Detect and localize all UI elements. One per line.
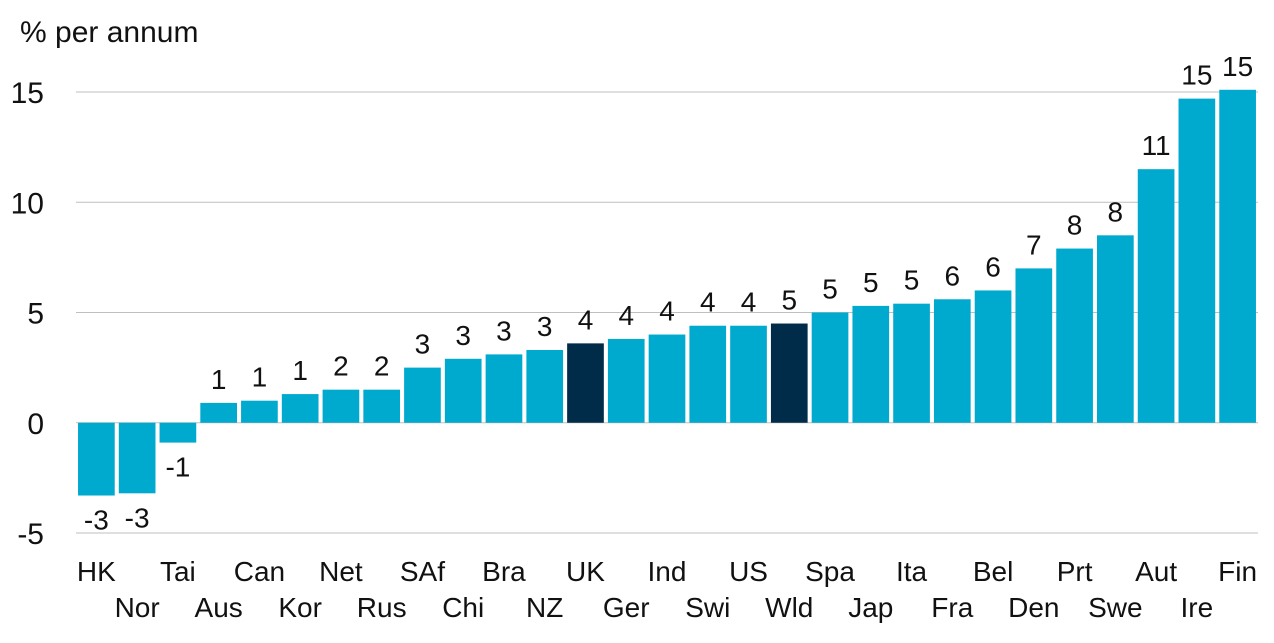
y-tick-label: -5 — [17, 518, 44, 551]
y-tick-label: 10 — [11, 187, 44, 220]
data-label-ita: 5 — [904, 265, 920, 296]
bar-bra — [485, 354, 523, 423]
bar-aut — [1137, 169, 1175, 423]
data-label-swi: 4 — [700, 287, 716, 318]
bar-chi — [444, 358, 482, 423]
data-label-chi: 3 — [455, 320, 471, 351]
y-axis-label: % per annum — [20, 16, 198, 49]
bar-jap — [852, 305, 890, 423]
category-label-us: US — [729, 556, 768, 587]
data-label-ger: 4 — [618, 300, 634, 331]
y-tick-label: 5 — [27, 298, 44, 331]
data-label-us: 4 — [741, 287, 757, 318]
category-label-ger: Ger — [603, 592, 650, 623]
data-label-nor: -3 — [125, 502, 150, 533]
data-label-ind: 4 — [659, 296, 675, 327]
y-tick-label: 15 — [11, 77, 44, 110]
category-label-rus: Rus — [357, 592, 407, 623]
category-label-ita: Ita — [896, 556, 928, 587]
data-label-fra: 6 — [945, 260, 961, 291]
category-label-wld: Wld — [765, 592, 813, 623]
category-label-fin: Fin — [1218, 556, 1257, 587]
category-label-nor: Nor — [115, 592, 160, 623]
data-label-jap: 5 — [863, 267, 879, 298]
bar-saf — [404, 367, 441, 423]
category-label-tai: Tai — [160, 556, 196, 587]
data-label-wld: 5 — [781, 285, 797, 316]
category-label-kor: Kor — [278, 592, 322, 623]
bar-us — [730, 325, 767, 423]
category-label-spa: Spa — [805, 556, 855, 587]
category-label-den: Den — [1008, 592, 1059, 623]
bar-swe — [1097, 235, 1134, 423]
bar-nz — [526, 349, 564, 423]
bar-ger — [607, 338, 645, 423]
bar-spa — [811, 312, 849, 423]
bar-fra — [933, 299, 971, 423]
bar-hk — [78, 422, 115, 496]
data-label-hk: -3 — [84, 505, 109, 536]
bar-nor — [118, 422, 156, 494]
bar-tai — [159, 422, 197, 443]
data-label-spa: 5 — [822, 274, 838, 305]
category-label-hk: HK — [77, 556, 116, 587]
data-label-ire: 15 — [1181, 60, 1212, 91]
category-label-nz: NZ — [526, 592, 563, 623]
bar-kor — [281, 394, 319, 423]
bar-can — [241, 400, 278, 423]
data-label-aut: 11 — [1142, 130, 1171, 161]
bar-prt — [1056, 248, 1093, 423]
category-label-bel: Bel — [973, 556, 1013, 587]
bar-bel — [974, 290, 1012, 423]
category-label-fra: Fra — [931, 592, 973, 623]
data-label-rus: 2 — [374, 351, 390, 382]
data-label-uk: 4 — [578, 304, 594, 335]
bar-uk — [567, 343, 604, 423]
category-label-chi: Chi — [442, 592, 484, 623]
bar-ire — [1178, 98, 1216, 423]
bar-ita — [893, 303, 930, 423]
data-label-fin: 15 — [1222, 51, 1253, 82]
y-tick-label: 0 — [27, 408, 44, 441]
data-label-bel: 6 — [985, 251, 1001, 282]
category-label-can: Can — [234, 556, 285, 587]
bar-den — [1015, 268, 1053, 423]
category-label-ire: Ire — [1181, 592, 1214, 623]
bar-wld — [770, 323, 808, 423]
data-label-aus: 1 — [211, 364, 227, 395]
category-label-swi: Swi — [685, 592, 730, 623]
data-label-bra: 3 — [496, 315, 512, 346]
bar-net — [322, 389, 360, 423]
category-label-ind: Ind — [648, 556, 687, 587]
category-label-saf: SAf — [400, 556, 445, 587]
data-label-prt: 8 — [1067, 210, 1083, 241]
category-label-uk: UK — [566, 556, 605, 587]
y-tick-labels: -5 0 5 10 15 — [11, 77, 44, 551]
data-label-kor: 1 — [292, 355, 308, 386]
category-label-aut: Aut — [1135, 556, 1177, 587]
data-label-den: 7 — [1026, 229, 1042, 260]
bar-aus — [200, 402, 237, 423]
bar-swi — [689, 325, 727, 423]
bar-fin — [1219, 89, 1256, 423]
category-label-aus: Aus — [195, 592, 243, 623]
data-label-tai: -1 — [165, 452, 190, 483]
bar-rus — [363, 389, 401, 423]
data-label-swe: 8 — [1108, 196, 1124, 227]
bars — [78, 89, 1256, 496]
category-label-swe: Swe — [1088, 592, 1142, 623]
category-label-net: Net — [319, 556, 363, 587]
category-label-prt: Prt — [1057, 556, 1093, 587]
data-label-nz: 3 — [537, 311, 553, 342]
data-label-saf: 3 — [415, 329, 431, 360]
category-label-bra: Bra — [482, 556, 526, 587]
data-label-net: 2 — [333, 351, 349, 382]
bar-ind — [648, 334, 686, 423]
data-label-can: 1 — [252, 362, 268, 393]
category-label-jap: Jap — [848, 592, 893, 623]
